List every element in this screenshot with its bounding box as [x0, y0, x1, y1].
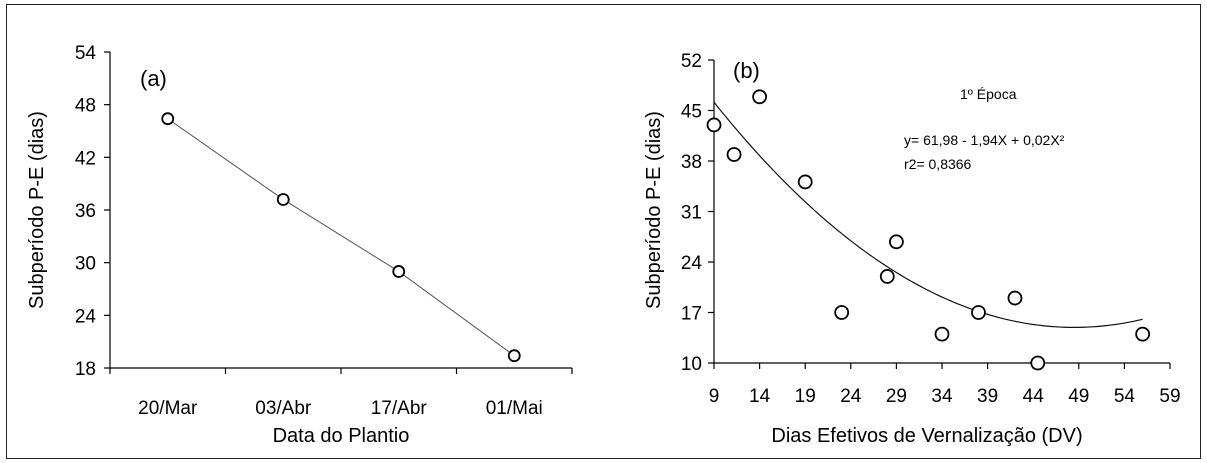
panel-a-y-tick-label: 24	[75, 306, 97, 327]
panel-b-y-axis-title: Subperíodo P-E (dias)	[643, 111, 665, 309]
panel-b-y-tick-label: 38	[681, 152, 702, 173]
panel-b-data-point	[834, 305, 850, 320]
panel-a-data-point	[276, 193, 290, 206]
panel-a-y-tick-label: 36	[75, 201, 96, 222]
panel-b-y-tick-label: 17	[681, 304, 702, 325]
panel-a-y-tick-label: 18	[75, 359, 96, 380]
panel-a-y-tick-label: 42	[75, 148, 96, 169]
panel-b-x-tick-label: 19	[795, 386, 816, 407]
panel-a-x-tick-label: 01/Mai	[486, 398, 543, 419]
panel-b-x-tick-label: 44	[1023, 386, 1045, 407]
panel-b-data-point	[1135, 326, 1151, 342]
panel-b-y-tick-label: 52	[681, 51, 702, 72]
panel-a-x-axis-title: Data do Plantio	[273, 425, 410, 447]
panel-b-x-tick-label: 54	[1114, 386, 1136, 407]
panel-b-x-tick-label: 9	[709, 386, 720, 407]
panel-b-x-tick-label: 59	[1159, 386, 1180, 407]
panel-b-y-tick-label: 45	[681, 102, 702, 123]
panel-b-data-point	[971, 305, 986, 320]
panel-b-data-point	[934, 326, 950, 342]
panel-b-data-point	[889, 234, 904, 250]
panel-b-data-point	[797, 174, 813, 190]
panel-b-x-tick-label: 29	[886, 386, 907, 407]
panel-b-y-tick-label: 10	[681, 354, 702, 375]
panel-a-series-line	[167, 118, 515, 357]
panel-b-data-point	[706, 117, 722, 133]
panel-a-y-tick-label: 30	[75, 254, 96, 275]
panel-b-x-tick-label: 34	[931, 386, 953, 407]
panel-a-y-tick-label: 48	[75, 96, 96, 117]
panel-a-label: (a)	[140, 66, 167, 91]
panel-b-annotation-r2: r2= 0,8366	[904, 156, 972, 172]
panel-b-x-tick-label: 14	[749, 386, 771, 407]
panel-a-y-tick-label: 54	[75, 43, 97, 64]
panel-b-data-point	[879, 269, 895, 284]
panel-b-data-point	[1007, 290, 1023, 306]
panel-b-data-point	[752, 89, 767, 105]
panel-b-data-point	[726, 147, 742, 162]
panel-b-x-tick-label: 49	[1068, 386, 1089, 407]
panel-b-data-point	[1030, 355, 1046, 371]
panel-a-x-tick-label: 03/Abr	[255, 398, 312, 419]
panel-b-annotation-season: 1º Época	[960, 86, 1017, 102]
panel-a-data-point	[507, 349, 521, 363]
panel-a-data-point	[392, 265, 406, 278]
panel-a-y-axis-title: Subperíodo P-E (dias)	[26, 111, 48, 309]
figure-frame	[6, 4, 1201, 459]
panel-b-y-tick-label: 31	[681, 203, 702, 224]
panel-b-x-axis-title: Dias Efetivos de Vernalização (DV)	[771, 425, 1082, 447]
panel-b-label: (b)	[733, 58, 760, 83]
panel-b-x-tick-label: 39	[977, 386, 998, 407]
panel-b-x-tick-label: 24	[840, 386, 862, 407]
panel-b: 52 45 38 31 24 17 10 9 14 19 24 29 34 39 44 49 54 59 (b)…	[643, 51, 1181, 447]
panel-a-x-tick-label: 17/Abr	[371, 398, 428, 419]
panel-b-y-tick-label: 24	[681, 253, 703, 274]
panel-a-data-point	[161, 112, 175, 126]
panel-a-x-tick-label: 20/Mar	[138, 398, 198, 419]
panel-b-annotation-equation: y= 61,98 - 1,94X + 0,02X²	[904, 132, 1065, 148]
panel-b-fit-curve	[713, 101, 1143, 329]
